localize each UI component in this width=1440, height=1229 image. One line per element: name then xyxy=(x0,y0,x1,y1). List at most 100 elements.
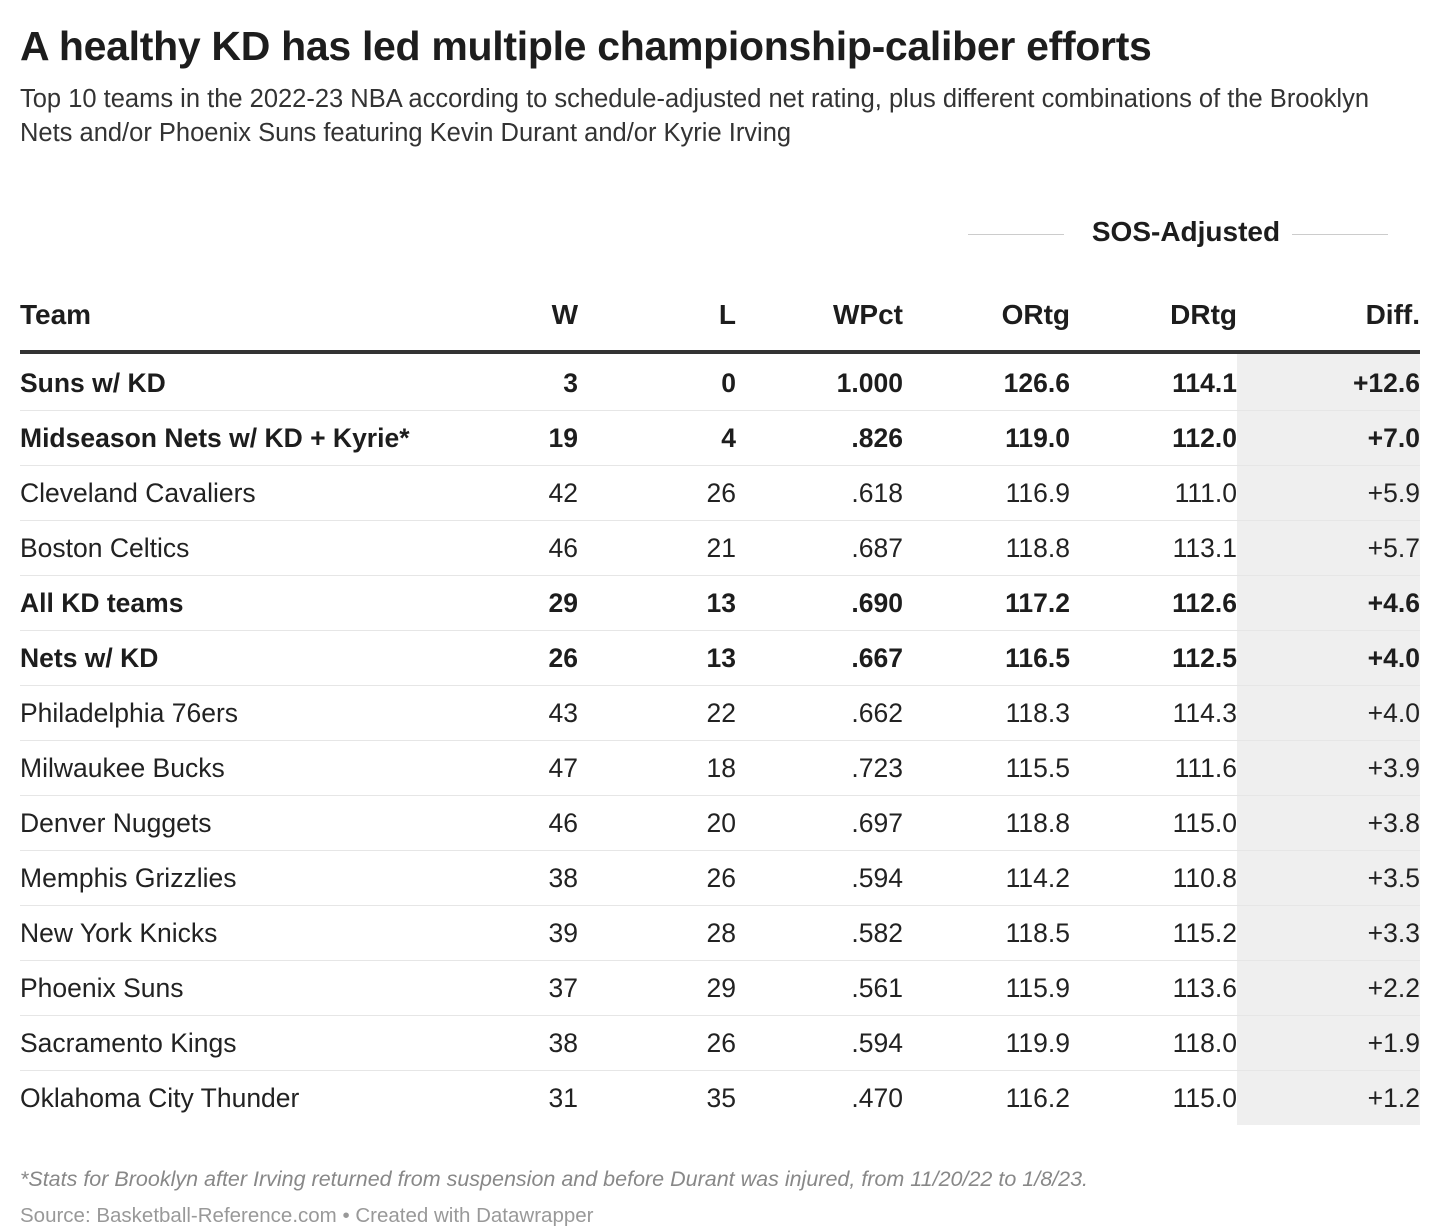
cell-w: 38 xyxy=(420,1015,578,1071)
cell-team: Philadelphia 76ers xyxy=(20,685,420,741)
cell-team: Boston Celtics xyxy=(20,520,420,576)
cell-w: 39 xyxy=(420,905,578,961)
cell-team: Midseason Nets w/ KD + Kyrie* xyxy=(20,410,420,466)
cell-w: 37 xyxy=(420,960,578,1016)
cell-wpct: .667 xyxy=(736,630,903,686)
cell-ortg: 116.9 xyxy=(903,465,1070,521)
cell-drtg: 114.1 xyxy=(1070,352,1237,411)
cell-l: 13 xyxy=(578,575,736,631)
table-row: Philadelphia 76ers 43 22.662 118.3 114.3 +4.0 xyxy=(20,685,1420,741)
cell-drtg: 112.5 xyxy=(1070,630,1237,686)
cell-ortg: 118.3 xyxy=(903,685,1070,741)
cell-l: 28 xyxy=(578,905,736,961)
cell-ortg: 119.9 xyxy=(903,1015,1070,1071)
cell-l: 20 xyxy=(578,795,736,851)
cell-drtg: 113.6 xyxy=(1070,960,1237,1016)
cell-w: 42 xyxy=(420,465,578,521)
table-row: New York Knicks 39 28.582 118.5 115.2 +3.3 xyxy=(20,905,1420,961)
cell-l: 26 xyxy=(578,465,736,521)
cell-ortg: 119.0 xyxy=(903,410,1070,466)
cell-ortg: 115.5 xyxy=(903,740,1070,796)
table-row: Oklahoma City Thunder 31 35 .470 116.2 115.0 +… xyxy=(20,1070,1420,1125)
table-row: Suns w/ KD 3 0 1.000 126.6 114.1 +12.6 xyxy=(20,352,1420,411)
cell-drtg: 114.3 xyxy=(1070,685,1237,741)
cell-l: 4 xyxy=(578,410,736,466)
table-body: Suns w/ KD 3 0 1.000 126.6 114.1 +12.6 Midseaso… xyxy=(20,352,1420,1125)
cell-wpct: 1.000 xyxy=(736,352,903,411)
group-rule-left xyxy=(968,234,1064,235)
cell-l: 26 xyxy=(578,850,736,906)
column-header-l[interactable]: L xyxy=(578,268,736,354)
cell-drtg: 112.0 xyxy=(1070,410,1237,466)
cell-drtg: 111.0 xyxy=(1070,465,1237,521)
column-header-team[interactable]: Team xyxy=(20,268,420,354)
cell-wpct: .723 xyxy=(736,740,903,796)
cell-team: Nets w/ KD xyxy=(20,630,420,686)
cell-ortg: 116.2 xyxy=(1005,1083,1070,1113)
cell-l: 0 xyxy=(578,352,736,411)
column-group-header: SOS-Adjusted xyxy=(20,200,1420,260)
cell-diff: +4.0 xyxy=(1237,685,1420,741)
cell-wpct: .687 xyxy=(736,520,903,576)
cell-ortg: 115.9 xyxy=(903,960,1070,1016)
column-header-diff[interactable]: Diff. xyxy=(1237,268,1420,354)
column-header-w[interactable]: W xyxy=(420,268,578,354)
table-row: Cleveland Cavaliers 42 26.618 116.9 111.0 +5.… xyxy=(20,465,1420,521)
cell-w: 31 xyxy=(548,1083,578,1113)
cell-w: 19 xyxy=(420,410,578,466)
table-row: Boston Celtics 46 21.687 118.8 113.1 +5.7 xyxy=(20,520,1420,576)
cell-w: 47 xyxy=(420,740,578,796)
table-row: Midseason Nets w/ KD + Kyrie* 19 4.826 119.… xyxy=(20,410,1420,466)
footnote: *Stats for Brooklyn after Irving returne… xyxy=(20,1167,1089,1191)
cell-ortg: 118.5 xyxy=(903,905,1070,961)
cell-drtg: 113.1 xyxy=(1070,520,1237,576)
data-table: Team W L WPct ORtg DRtg Diff. Suns w/ KD… xyxy=(20,268,1420,1125)
column-header-drtg[interactable]: DRtg xyxy=(1070,268,1237,354)
cell-wpct: .662 xyxy=(736,685,903,741)
cell-team: Milwaukee Bucks xyxy=(20,740,420,796)
cell-w: 43 xyxy=(420,685,578,741)
cell-wpct: .594 xyxy=(736,850,903,906)
cell-w: 46 xyxy=(420,520,578,576)
cell-ortg: 117.2 xyxy=(903,575,1070,631)
cell-ortg: 126.6 xyxy=(903,352,1070,411)
cell-team: New York Knicks xyxy=(20,905,420,961)
cell-wpct: .582 xyxy=(736,905,903,961)
cell-w: 26 xyxy=(420,630,578,686)
group-label-sos-adjusted: SOS-Adjusted xyxy=(1091,216,1281,247)
cell-l: 35 xyxy=(706,1083,736,1113)
cell-ortg: 114.2 xyxy=(903,850,1070,906)
chart-title: A healthy KD has led multiple championsh… xyxy=(20,23,1152,69)
cell-drtg: 118.0 xyxy=(1070,1015,1237,1071)
cell-w: 3 xyxy=(420,352,578,411)
cell-diff: +3.9 xyxy=(1237,740,1420,796)
cell-drtg: 115.2 xyxy=(1070,905,1237,961)
column-header-wpct[interactable]: WPct xyxy=(736,268,903,354)
cell-wpct: .561 xyxy=(736,960,903,1016)
cell-w: 38 xyxy=(420,850,578,906)
cell-wpct: .470 xyxy=(851,1083,903,1113)
cell-team: Denver Nuggets xyxy=(20,795,420,851)
cell-l: 22 xyxy=(578,685,736,741)
cell-drtg: 111.6 xyxy=(1070,740,1237,796)
cell-diff: +4.0 xyxy=(1237,630,1420,686)
cell-drtg: 112.6 xyxy=(1070,575,1237,631)
cell-diff: +3.5 xyxy=(1237,850,1420,906)
table-row: All KD teams 29 13.690 117.2 112.6 +4.6 xyxy=(20,575,1420,631)
source-credit: Source: Basketball-Reference.com • Creat… xyxy=(20,1204,594,1227)
group-rule-right xyxy=(1292,234,1388,235)
cell-drtg: 115.0 xyxy=(1070,795,1237,851)
cell-drtg: 115.0 xyxy=(1172,1083,1237,1113)
cell-team: Memphis Grizzlies xyxy=(20,850,420,906)
cell-team: Cleveland Cavaliers xyxy=(20,465,420,521)
column-header-ortg[interactable]: ORtg xyxy=(903,268,1070,354)
table-row: Phoenix Suns 37 29.561 115.9 113.6 +2.2 xyxy=(20,960,1420,1016)
chart-container: A healthy KD has led multiple championsh… xyxy=(20,0,1420,1229)
cell-team: Suns w/ KD xyxy=(20,352,420,411)
cell-diff: +5.9 xyxy=(1237,465,1420,521)
cell-diff: +12.6 xyxy=(1237,352,1420,411)
cell-drtg: 110.8 xyxy=(1070,850,1237,906)
cell-ortg: 118.8 xyxy=(903,520,1070,576)
cell-ortg: 118.8 xyxy=(903,795,1070,851)
cell-diff: +1.9 xyxy=(1237,1015,1420,1071)
